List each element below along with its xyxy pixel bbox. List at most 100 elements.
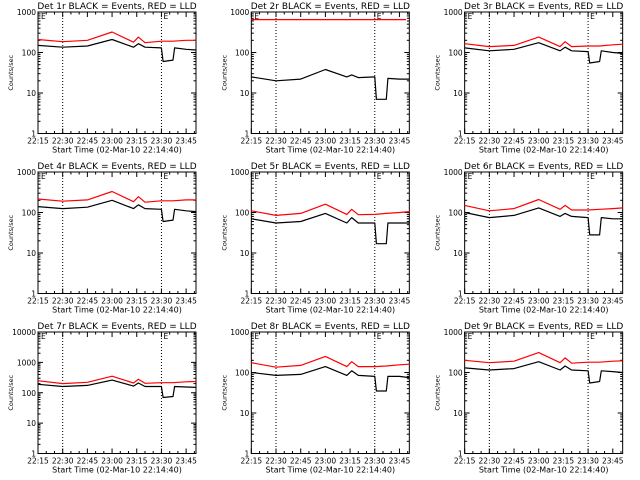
plot-frame (37, 11, 197, 134)
x-axis-label: Start Time (02-Mar-10 22:14:40) (479, 146, 609, 155)
series-line-lld (37, 190, 196, 203)
x-axis-label: Start Time (02-Mar-10 22:14:40) (266, 146, 396, 155)
event-marker-label: E (377, 332, 382, 341)
x-tick-label: 23:30 (151, 457, 173, 466)
plot-frame (250, 11, 410, 134)
event-marker-label: E (163, 332, 168, 341)
series-line-events (251, 366, 410, 392)
event-marker-label: E (468, 332, 473, 341)
x-tick-label: 22:30 (479, 457, 501, 466)
event-marker-label: E (590, 332, 595, 341)
y-tick-label: 100 (235, 369, 250, 378)
chart-panel-2: Det 2r BLACK = Events, RED = LLD 1 10 100 10… (220, 2, 410, 155)
chart-title: Det 8r BLACK = Events, RED = LLD (251, 322, 410, 332)
y-tick-label: 10 (26, 249, 36, 258)
x-tick-label: 23:30 (577, 457, 599, 466)
x-tick-label: 23:45 (389, 457, 411, 466)
x-tick-label: 23:15 (553, 137, 575, 146)
chart-title: Det 5r BLACK = Events, RED = LLD (251, 162, 410, 172)
x-tick-label: 23:15 (553, 457, 575, 466)
y-tick-label: 1 (31, 290, 36, 299)
x-tick-label: 23:00 (315, 297, 337, 306)
x-tick-label: 23:15 (126, 297, 148, 306)
x-axis-label: Start Time (02-Mar-10 22:14:40) (52, 466, 182, 475)
y-tick-label: 1 (31, 450, 36, 459)
y-tick-label: 10 (26, 419, 36, 428)
series-line-events (37, 379, 197, 399)
event-marker-label: E (468, 12, 473, 21)
y-axis-label: Counts/sec (7, 54, 15, 90)
chart-title: Det 4r BLACK = Events, RED = LLD (37, 162, 196, 172)
x-tick-label: 23:30 (364, 297, 386, 306)
x-tick-label: 23:15 (339, 137, 361, 146)
y-tick-label: 1000 (230, 8, 249, 17)
plot-frame (250, 331, 410, 454)
y-tick-label: 100 (235, 209, 250, 218)
event-marker-label: E (377, 12, 382, 21)
x-tick-label: 23:30 (364, 457, 386, 466)
x-tick-label: 23:45 (602, 297, 624, 306)
x-axis-label: Start Time (02-Mar-10 22:14:40) (479, 466, 609, 475)
x-tick-label: 22:45 (290, 457, 312, 466)
plot-frame (37, 331, 197, 454)
series-line-lld (464, 198, 623, 212)
x-tick-label: 22:15 (454, 137, 476, 146)
series-line-events (464, 207, 623, 236)
x-tick-label: 22:30 (265, 297, 287, 306)
x-tick-label: 23:45 (602, 137, 624, 146)
event-marker-label: E (590, 172, 595, 181)
chart-panel-1: Det 1r BLACK = Events, RED = LLD 1 10 100 10… (7, 2, 197, 155)
x-tick-label: 23:15 (126, 137, 148, 146)
y-axis-label: Counts/sec (434, 374, 442, 410)
y-tick-label: 1000 (17, 8, 36, 17)
series-line-lld (37, 31, 196, 44)
x-tick-label: 23:30 (151, 137, 173, 146)
x-tick-label: 22:30 (52, 137, 74, 146)
chart-title: Det 6r BLACK = Events, RED = LLD (464, 162, 623, 172)
y-tick-label: 100 (235, 49, 250, 58)
y-tick-label: 1000 (230, 328, 249, 337)
y-axis-label: Counts/sec (7, 374, 15, 410)
x-tick-label: 22:15 (27, 457, 49, 466)
y-tick-label: 10 (240, 89, 250, 98)
x-tick-label: 23:15 (553, 297, 575, 306)
x-tick-label: 23:00 (528, 297, 550, 306)
x-tick-label: 23:30 (151, 297, 173, 306)
x-tick-label: 23:00 (101, 457, 123, 466)
x-tick-label: 22:45 (503, 137, 525, 146)
y-tick-label: 100 (448, 369, 463, 378)
chart-panel-8: Det 8r BLACK = Events, RED = LLD 1 10 100 10… (220, 322, 410, 475)
x-tick-label: 23:00 (528, 457, 550, 466)
series-line-events (464, 361, 623, 384)
plot-frame (464, 331, 624, 454)
y-tick-label: 100 (22, 389, 37, 398)
x-tick-label: 23:15 (126, 457, 148, 466)
x-tick-label: 23:30 (577, 137, 599, 146)
y-tick-label: 10 (453, 409, 463, 418)
x-tick-label: 22:45 (290, 137, 312, 146)
x-axis-label: Start Time (02-Mar-10 22:14:40) (52, 306, 182, 315)
chart-panel-4: Det 4r BLACK = Events, RED = LLD 1 10 100 10… (7, 162, 197, 315)
y-tick-label: 1 (31, 130, 36, 139)
y-axis-label: Counts/sec (434, 214, 442, 250)
y-tick-label: 10 (240, 409, 250, 418)
x-tick-label: 22:30 (265, 137, 287, 146)
x-tick-label: 22:30 (479, 137, 501, 146)
x-tick-label: 23:00 (315, 457, 337, 466)
y-tick-label: 1000 (444, 8, 463, 17)
x-tick-label: 22:30 (265, 457, 287, 466)
plot-frame (250, 171, 410, 294)
y-tick-label: 1000 (230, 168, 249, 177)
x-tick-label: 23:00 (315, 137, 337, 146)
y-axis-label: Counts/sec (7, 214, 15, 250)
chart-title: Det 7r BLACK = Events, RED = LLD (37, 322, 196, 332)
series-line-lld (37, 375, 197, 385)
x-tick-label: 23:00 (528, 137, 550, 146)
chart-title: Det 3r BLACK = Events, RED = LLD (464, 2, 623, 12)
x-axis-label: Start Time (02-Mar-10 22:14:40) (479, 306, 609, 315)
x-tick-label: 23:00 (101, 137, 123, 146)
chart-panel-5: Det 5r BLACK = Events, RED = LLD 1 10 100 10… (220, 162, 410, 315)
x-tick-label: 22:45 (77, 297, 99, 306)
x-tick-label: 22:15 (454, 297, 476, 306)
x-tick-label: 22:45 (503, 457, 525, 466)
